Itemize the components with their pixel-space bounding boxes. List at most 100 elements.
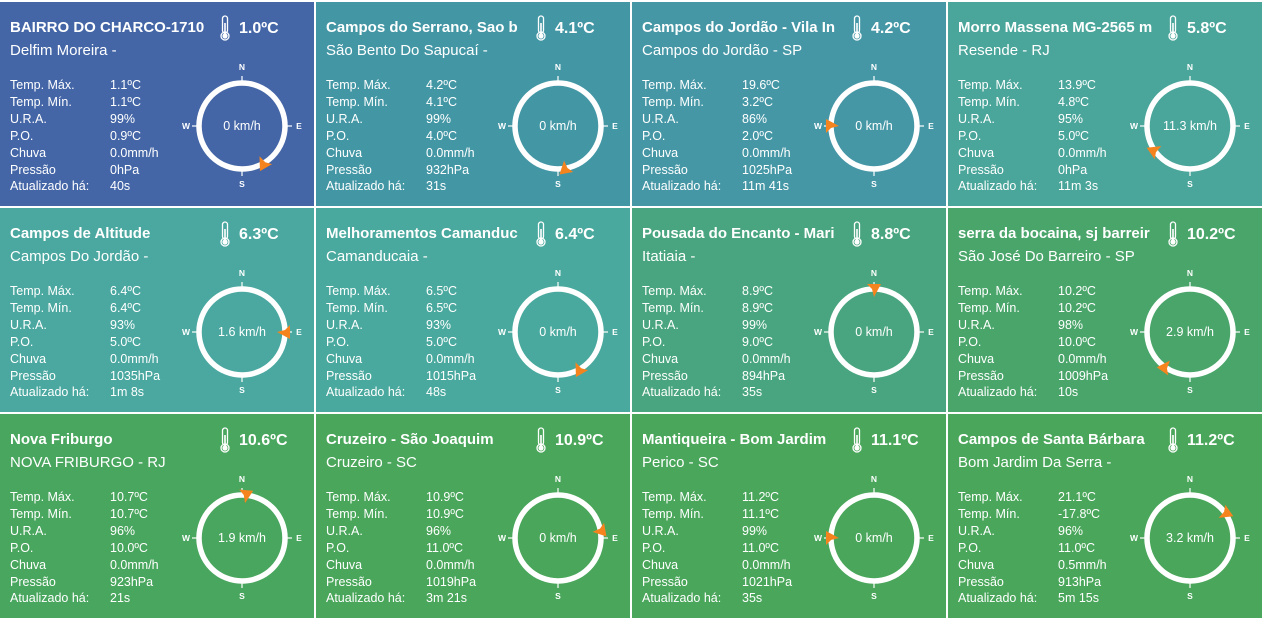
stat-label: Temp. Máx. [642,490,707,504]
compass-ring [1144,492,1236,584]
stat-label: Chuva [10,145,47,160]
station-card[interactable]: Mantiqueira - Bom Jardim 11.1ºC Perico - S… [632,414,946,618]
compass-label-e: E [928,327,934,337]
stat-value: 0.0mm/h [742,557,791,572]
thermometer-icon [536,427,546,453]
stat-value: 5m 15s [1058,591,1099,606]
station-header: Mantiqueira - Bom Jardim 11.1ºC [642,427,938,453]
station-name[interactable]: Morro Massena MG-2565 m [958,19,1153,36]
station-header: Campos do Jordão - Vila In 4.2ºC [642,15,938,41]
stat-value: 1009hPa [1058,368,1109,383]
stat-label: U.R.A. [642,317,679,332]
stat-row-atualizado: Atualizado há: 40s [10,178,159,195]
station-card[interactable]: Campos de Santa Bárbara 11.2ºC Bom Jardim … [948,414,1262,618]
stat-row-pressao: Pressão 1035hPa [10,368,160,385]
thermometer-icon [220,221,230,247]
stat-row-temp-max: Temp. Máx. 11.2ºC [642,489,792,506]
wind-direction-arrow-icon [575,362,589,378]
stat-value: 10.9ºC [426,490,464,504]
stat-label: Temp. Mín. [10,300,72,315]
stat-label: Chuva [958,145,995,160]
stat-label: Pressão [958,574,1004,589]
stat-value: 3.2ºC [742,94,773,109]
station-card[interactable]: BAIRRO DO CHARCO-1710 1.0ºC Delfim Moreira… [0,2,314,206]
station-name[interactable]: Campos do Jordão - Vila In [642,19,836,36]
stat-row-ura: U.R.A. 93% [326,317,476,334]
stat-value: 4.2ºC [426,78,457,92]
station-name[interactable]: Mantiqueira - Bom Jardim [642,431,827,448]
stat-row-ura: U.R.A. 99% [10,111,159,128]
wind-compass: N S W E 0 km/h [498,62,618,189]
stat-row-temp-max: Temp. Máx. 10.2ºC [958,283,1108,300]
station-name[interactable]: Nova Friburgo [10,431,113,448]
station-name[interactable]: BAIRRO DO CHARCO-1710 [10,19,205,36]
stat-label: Chuva [10,351,47,366]
stat-row-atualizado: Atualizado há: 48s [326,384,476,401]
station-temperature: 6.4ºC [555,226,595,243]
stat-value: 1m 8s [110,385,145,400]
stat-label: P.O. [326,540,350,555]
stat-value: 10.9ºC [426,506,464,521]
station-card[interactable]: Nova Friburgo 10.6ºC NOVA FRIBURGO - RJ Tem… [0,414,314,618]
compass-label-s: S [239,179,245,189]
stat-value: 95% [1058,111,1084,126]
wind-speed: 0 km/h [855,119,893,133]
stat-value: 11m 41s [742,179,790,194]
wind-speed: 0 km/h [539,325,577,339]
station-name[interactable]: Campos de Altitude [10,225,151,242]
station-card[interactable]: Cruzeiro - São Joaquim 10.9ºC Cruzeiro - S… [316,414,630,618]
stat-label: Temp. Mín. [326,300,388,315]
stat-label: Temp. Mín. [642,94,704,109]
station-name[interactable]: Melhoramentos Camanduc [326,225,518,242]
stat-label: Chuva [958,351,995,366]
station-stats: Temp. Máx. 21.1ºC Temp. Mín. -17.8ºC U.R.A. 9… [958,489,1107,607]
station-stats: Temp. Máx. 10.7ºC Temp. Mín. 10.7ºC U.R.A. 96… [10,489,159,607]
stat-label: Atualizado há: [958,179,1038,194]
stat-value: 21.1ºC [1058,490,1096,504]
stat-row-temp-min: Temp. Mín. 10.2ºC [958,300,1108,317]
stat-value: 6.4ºC [110,284,141,298]
stat-label: Atualizado há: [642,179,722,194]
stat-row-temp-max: Temp. Máx. 13.9ºC [958,77,1107,94]
stat-row-pressao: Pressão 894hPa [642,368,791,385]
stat-value: 0.0mm/h [1058,351,1107,366]
station-card[interactable]: Campos de Altitude 6.3ºC Campos Do Jordão … [0,208,314,412]
station-name[interactable]: Campos de Santa Bárbara [958,431,1145,448]
stat-value: 35s [742,591,763,606]
stat-row-po: P.O. 4.0ºC [326,128,475,145]
station-name[interactable]: Pousada do Encanto - Mari [642,225,835,242]
thermometer-icon [536,221,546,247]
compass-label-e: E [296,121,302,131]
thermometer-icon [536,15,546,41]
station-card[interactable]: serra da bocaina, sj barreir 10.2ºC São Jo… [948,208,1262,412]
compass-label-s: S [239,591,245,601]
stat-label: Atualizado há: [326,179,406,194]
stat-value: 0.0mm/h [1058,145,1107,160]
wind-compass: N S W E 0 km/h [498,268,618,395]
stat-row-po: P.O. 10.0ºC [958,334,1108,351]
wind-speed: 0 km/h [223,119,261,133]
stat-label: Temp. Mín. [326,94,388,109]
station-card[interactable]: Campos do Jordão - Vila In 4.2ºC Campos do… [632,2,946,206]
station-card[interactable]: Morro Massena MG-2565 m 5.8ºC Resende - RJ… [948,2,1262,206]
station-location: Cruzeiro - SC [326,454,417,471]
compass-label-w: W [182,533,191,543]
stat-label: U.R.A. [642,111,679,126]
compass-label-n: N [555,474,561,484]
stat-value: 10.0ºC [110,540,148,555]
station-name[interactable]: serra da bocaina, sj barreir [958,225,1150,242]
wind-compass: N S W E 11.3 km/h [1130,62,1250,189]
station-card[interactable]: Campos do Serrano, Sao b 4.1ºC São Bento D… [316,2,630,206]
station-card[interactable]: Melhoramentos Camanduc 6.4ºC Camanducaia -… [316,208,630,412]
stat-value: 932hPa [426,162,470,177]
station-card[interactable]: Pousada do Encanto - Mari 8.8ºC Itatiaia -… [632,208,946,412]
stat-row-pressao: Pressão 1019hPa [326,574,476,591]
station-location: Perico - SC [642,454,719,471]
stat-value: 6.5ºC [426,300,457,315]
station-name[interactable]: Cruzeiro - São Joaquim [326,431,494,448]
stat-row-atualizado: Atualizado há: 35s [642,590,792,607]
station-temperature: 10.9ºC [555,432,604,449]
station-name[interactable]: Campos do Serrano, Sao b [326,19,518,36]
stat-row-temp-min: Temp. Mín. 10.7ºC [10,506,159,523]
stat-label: U.R.A. [642,523,679,538]
